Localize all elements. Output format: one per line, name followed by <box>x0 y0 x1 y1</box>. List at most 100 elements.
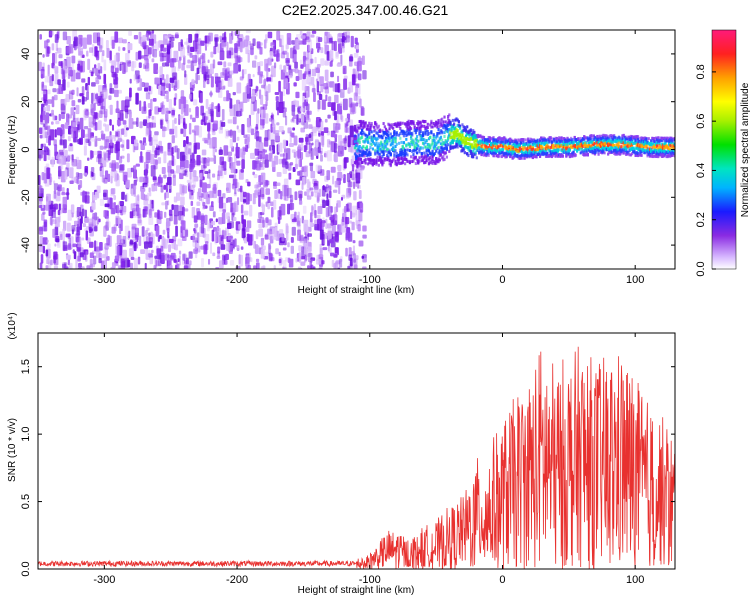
spectrogram-signal-cell <box>363 154 366 158</box>
spectrogram-noise-cell <box>301 79 307 91</box>
spectrogram-noise-cell <box>128 111 132 119</box>
spectrogram-noise-cell <box>46 116 50 122</box>
spectrogram-noise-cell <box>238 254 241 265</box>
spectrogram-noise-cell <box>171 241 176 249</box>
spectrogram-signal-cell <box>461 134 464 138</box>
spectrogram-signal-cell <box>448 134 451 138</box>
spectrogram-signal-cell <box>512 155 515 159</box>
spectrogram-signal-cell <box>378 144 382 148</box>
spectrogram-noise-cell <box>246 220 252 229</box>
spectrogram-noise-cell <box>50 121 54 125</box>
spectrogram-noise-cell <box>46 104 51 112</box>
spectrogram-signal-cell <box>431 140 434 144</box>
spectrogram-noise-cell <box>55 192 61 202</box>
spectrogram-noise-cell <box>346 172 351 183</box>
spectrogram-signal-cell <box>602 142 605 146</box>
spectrogram-noise-cell <box>84 216 89 223</box>
spectrogram-signal-cell <box>528 145 531 149</box>
spectrogram-noise-cell <box>271 119 276 128</box>
spectrogram-signal-cell <box>626 152 629 156</box>
spectrogram-signal-cell <box>393 150 396 154</box>
spectrogram-noise-cell <box>76 226 81 236</box>
spectrogram-signal-cell <box>362 150 365 154</box>
spectrogram-noise-cell <box>321 131 325 136</box>
spectrogram-signal-cell <box>586 136 589 140</box>
spectrogram-signal-cell <box>548 149 551 153</box>
spectrogram-noise-cell <box>127 167 133 178</box>
spectrogram-signal-cell <box>555 147 558 151</box>
spectrogram-signal-cell <box>474 144 477 148</box>
spectrogram-signal-cell <box>574 144 578 148</box>
spectrogram-signal-cell <box>493 154 496 158</box>
spectrogram-signal-cell <box>415 128 419 132</box>
spectrogram-signal-cell <box>447 123 450 127</box>
spectrogram-noise-cell <box>77 255 81 262</box>
spectrogram-noise-cell <box>292 127 296 131</box>
spectrogram-signal-cell <box>368 158 371 162</box>
spectrogram-signal-cell <box>564 150 567 154</box>
spectrogram-signal-cell <box>448 121 451 125</box>
spectrogram-signal-cell <box>589 136 592 140</box>
spectrogram-signal-cell <box>387 135 390 139</box>
spectrogram-signal-cell <box>536 148 539 152</box>
spectrogram-signal-cell <box>552 153 555 157</box>
spectrogram-noise-cell <box>151 30 155 34</box>
spectrogram-noise-cell <box>69 180 74 184</box>
spectrogram-noise-cell <box>139 78 143 90</box>
spectrogram-noise-cell <box>160 185 164 193</box>
spectrogram-noise-cell <box>250 128 255 136</box>
spectrogram-signal-cell <box>356 129 359 133</box>
spectrogram-signal-cell <box>492 143 495 147</box>
spectrogram-noise-cell <box>260 249 265 259</box>
spectrogram-noise-cell <box>271 65 276 78</box>
spectrogram-noise-cell <box>334 83 340 93</box>
spectrogram-noise-cell <box>289 142 294 148</box>
spectrogram-noise-cell <box>213 183 217 194</box>
spectrogram-noise-cell <box>258 223 263 229</box>
spectrogram-signal-cell <box>516 141 519 145</box>
spectrogram-noise-cell <box>307 233 312 237</box>
spectrogram-noise-cell <box>174 117 177 124</box>
spectrogram-noise-cell <box>345 31 351 39</box>
spectrogram-signal-cell <box>541 151 544 155</box>
spectrogram-signal-cell <box>558 138 561 142</box>
spectrogram-signal-cell <box>370 138 373 142</box>
spectrogram-signal-cell <box>499 140 502 144</box>
spectrogram-noise-cell <box>96 32 101 42</box>
spectrogram-signal-cell <box>505 146 508 150</box>
spectrogram-signal-cell <box>430 131 433 135</box>
spectrogram-signal-cell <box>425 139 428 143</box>
spectrogram-signal-cell <box>441 117 444 121</box>
spectrogram-signal-cell <box>376 126 379 130</box>
spectrogram-noise-cell <box>100 163 103 168</box>
spectrogram-signal-cell <box>402 141 406 145</box>
spectrogram-signal-cell <box>580 150 583 154</box>
spectrogram-noise-cell <box>210 76 214 88</box>
spectrogram-noise-cell <box>60 233 63 241</box>
spectrogram-signal-cell <box>515 153 518 157</box>
spectrogram-signal-cell <box>457 120 460 124</box>
spectrogram-noise-cell <box>38 193 43 205</box>
spectrogram-noise-cell <box>217 246 221 254</box>
spectrogram-noise-cell <box>260 109 266 120</box>
spectrogram-signal-cell <box>572 140 575 144</box>
spectrogram-signal-cell <box>371 162 374 166</box>
spectrogram-signal-cell <box>604 143 607 147</box>
spectrogram-noise-cell <box>128 118 134 129</box>
spectrogram-noise-cell <box>345 35 350 43</box>
spectrogram-signal-cell <box>442 142 445 146</box>
spectrogram-noise-cell <box>348 97 353 108</box>
spectrogram-signal-cell <box>547 139 550 143</box>
spectrogram-noise-cell <box>153 139 158 146</box>
spectrogram-noise-cell <box>307 39 313 51</box>
spectrogram-noise-cell <box>344 117 349 122</box>
spectrogram-signal-cell <box>411 138 414 142</box>
spectrogram-noise-cell <box>43 99 47 104</box>
spectrogram-noise-cell <box>75 104 80 115</box>
spectrogram-noise-cell <box>69 265 72 269</box>
spectrogram-noise-cell <box>117 137 122 143</box>
spectrogram-noise-cell <box>114 54 118 66</box>
spectrogram-signal-cell <box>584 142 587 146</box>
spectrogram-noise-cell <box>228 130 233 136</box>
spectrogram-signal-cell <box>429 135 432 139</box>
